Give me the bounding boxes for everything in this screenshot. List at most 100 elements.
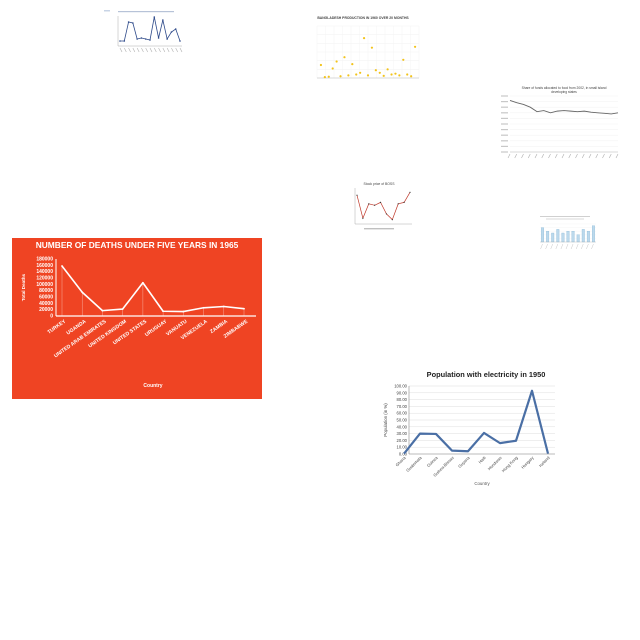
x-tick-label: Guatemala <box>405 455 423 473</box>
y-tick-label: 30.00 <box>397 431 408 436</box>
y-axis-label: Population (in %) <box>383 403 388 437</box>
x-tick-label <box>550 243 553 250</box>
y-tick-label: 0 <box>50 314 53 320</box>
scatter-point <box>413 45 417 48</box>
x-tick-label: URUGUAY <box>144 318 169 338</box>
x-tick-label <box>162 47 166 53</box>
scatter-point <box>398 74 401 77</box>
data-point <box>144 38 147 40</box>
data-point <box>385 213 388 215</box>
x-tick-label <box>179 47 183 53</box>
y-tick-label <box>501 95 508 97</box>
x-axis-label <box>364 228 394 230</box>
bar-chart-svg <box>540 216 596 250</box>
y-tick-label: 80.00 <box>397 397 408 402</box>
bar-chart-panel <box>532 214 602 258</box>
funds-chart-svg <box>501 95 619 159</box>
x-tick-label <box>568 153 572 159</box>
y-tick-label <box>501 145 508 147</box>
data-point <box>127 21 130 23</box>
bar <box>556 229 560 243</box>
y-tick-label: 80000 <box>39 288 53 294</box>
x-tick-label <box>534 153 538 159</box>
data-point <box>101 309 104 312</box>
data-point <box>202 306 205 309</box>
y-tick-label <box>501 106 508 108</box>
x-tick-label <box>561 153 565 159</box>
y-tick-label: 100000 <box>36 282 53 288</box>
electricity-chart-xlabel: Country <box>474 481 490 486</box>
electricity-chart-panel: Population with electricity in 1950 Coun… <box>376 366 576 490</box>
x-tick-label <box>171 47 174 53</box>
x-tick-label <box>575 243 579 250</box>
scatter-point <box>386 68 389 71</box>
x-tick-label: Iceland <box>538 455 551 468</box>
data-point <box>166 38 168 40</box>
stock-chart-svg <box>354 188 412 230</box>
x-tick-label <box>570 243 574 250</box>
y-tick-label <box>501 112 508 114</box>
bar <box>592 225 595 243</box>
data-point <box>403 201 405 203</box>
x-tick-label <box>545 243 548 250</box>
y-tick-label <box>501 101 508 103</box>
x-tick-label <box>581 153 585 159</box>
deaths-chart-title: NUMBER OF DEATHS UNDER FIVE YEARS IN 196… <box>35 240 239 250</box>
data-point <box>136 38 138 40</box>
y-tick-label <box>501 123 508 125</box>
data-point <box>182 310 185 313</box>
scatter-chart-title: BANGLADESH PRODUCTION IN 1960 OVER 20 MO… <box>317 16 409 20</box>
scatter-point <box>390 73 393 76</box>
series-line-deaths <box>61 265 245 313</box>
y-tick-label: 160000 <box>36 263 53 269</box>
data-point <box>409 191 411 193</box>
scatter-point <box>362 37 366 40</box>
data-point <box>157 37 160 39</box>
series-line-stock <box>356 192 411 221</box>
x-tick-label <box>175 47 178 53</box>
data-point <box>81 291 84 294</box>
x-tick-label <box>615 153 619 159</box>
scatter-chart-panel: BANGLADESH PRODUCTION IN 1960 OVER 20 MO… <box>303 12 423 92</box>
stock-chart-panel: Stock price of BOSS <box>342 180 416 236</box>
x-tick-label <box>554 153 558 159</box>
x-tick-label <box>514 153 518 159</box>
bar <box>546 231 550 243</box>
y-tick-label: 60.00 <box>397 411 408 416</box>
scatter-point <box>343 56 346 59</box>
x-tick-label: Hungary <box>520 455 535 470</box>
data-point <box>123 40 126 42</box>
scatter-point <box>394 72 397 75</box>
y-tick-label: 70.00 <box>397 404 408 409</box>
x-tick-label <box>548 153 551 159</box>
data-point <box>397 203 399 205</box>
stock-chart-title: Stock price of BOSS <box>363 182 395 186</box>
data-point <box>356 194 358 196</box>
title-block <box>104 10 110 12</box>
x-tick-label <box>154 47 157 53</box>
y-axis-label: Total Deaths <box>21 273 26 301</box>
y-tick-label: 40.00 <box>397 424 408 429</box>
y-tick-label <box>501 134 508 136</box>
scatter-point <box>331 67 334 70</box>
bar <box>551 232 555 243</box>
scatter-point <box>319 63 323 67</box>
x-tick-label <box>119 47 123 53</box>
data-point <box>179 40 181 42</box>
scatter-point <box>351 63 354 66</box>
x-tick-label <box>527 153 531 159</box>
series-line-funds <box>509 100 619 115</box>
data-point <box>141 281 144 284</box>
data-point <box>174 28 177 30</box>
deaths-chart-xlabel: Country <box>143 383 163 389</box>
x-tick-label <box>141 47 144 53</box>
scatter-point <box>410 75 413 78</box>
x-tick-label <box>128 47 131 53</box>
y-tick-label: 10.00 <box>397 445 408 450</box>
bar <box>561 232 565 243</box>
data-point <box>153 16 156 18</box>
x-tick-label <box>166 47 170 53</box>
x-tick-label <box>595 153 599 159</box>
small-line-chart-panel <box>102 8 186 60</box>
data-point <box>374 204 376 206</box>
